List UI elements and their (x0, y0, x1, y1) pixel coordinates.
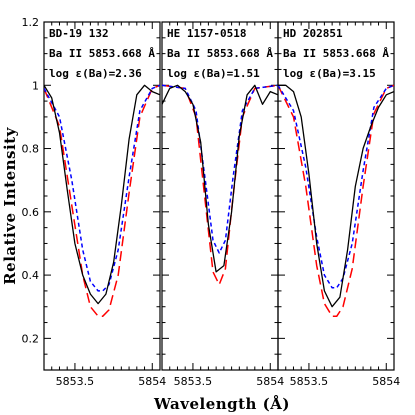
panels: 5853.5 5854 BD-19 132 Ba II 5853.668 Å log ε… (22, 16, 401, 388)
observed-spectrum-line (278, 84, 394, 308)
observed-spectrum-line (162, 84, 278, 273)
x-tick-label: 5853.5 (174, 375, 213, 388)
y-axis-label: Relative Intensity (1, 126, 19, 284)
x-tick-label: 5853.5 (290, 375, 329, 388)
y-tick-label: 1 (32, 79, 39, 92)
synthetic-high-line (278, 84, 394, 289)
synthetic-low-line (162, 84, 278, 286)
panel-2: 5853.5 5854 HE 1157-0518 Ba II 5853.668 Å lo… (161, 21, 284, 388)
panel-annotation: log ε(Ba)=1.51 (167, 67, 260, 80)
x-tick-label: 5854 (138, 375, 166, 388)
panel-1: 5853.5 5854 BD-19 132 Ba II 5853.668 Å log ε… (43, 21, 166, 388)
y-tick-label: 0.2 (22, 332, 40, 345)
synthetic-high-line (44, 84, 160, 292)
panel-annotation: Ba II 5853.668 Å (49, 47, 155, 60)
synthetic-high-line (162, 84, 278, 254)
observed-spectrum-line (44, 84, 160, 305)
panel-annotation: BD-19 132 (49, 27, 109, 40)
panel-curves (278, 84, 394, 317)
x-tick-label: 5854 (256, 375, 284, 388)
x-axis-label: Wavelength (Å) (153, 395, 290, 413)
x-tick-label: 5854 (372, 375, 400, 388)
panel-annotation: log ε(Ba)=3.15 (283, 67, 376, 80)
synthetic-low-line (44, 84, 160, 317)
panel-3: 5853.5 5854 HD 202851 Ba II 5853.668 Å log ε… (277, 21, 400, 388)
y-tick-label: 0.6 (22, 206, 40, 219)
synthetic-low-line (278, 84, 394, 317)
panel-annotation: HD 202851 (283, 27, 343, 40)
panel-annotation: Ba II 5853.668 Å (167, 47, 273, 60)
panel-curves (44, 84, 160, 317)
y-tick-label: 0.4 (22, 269, 40, 282)
y-tick-label: 1.2 (22, 16, 40, 29)
y-tick-label: 0.8 (22, 143, 40, 156)
panel-annotation: Ba II 5853.668 Å (283, 47, 389, 60)
panel-annotation: log ε(Ba)=2.36 (49, 67, 142, 80)
x-tick-label: 5853.5 (56, 375, 95, 388)
panel-annotation: HE 1157-0518 (167, 27, 246, 40)
panel-curves (162, 84, 278, 286)
